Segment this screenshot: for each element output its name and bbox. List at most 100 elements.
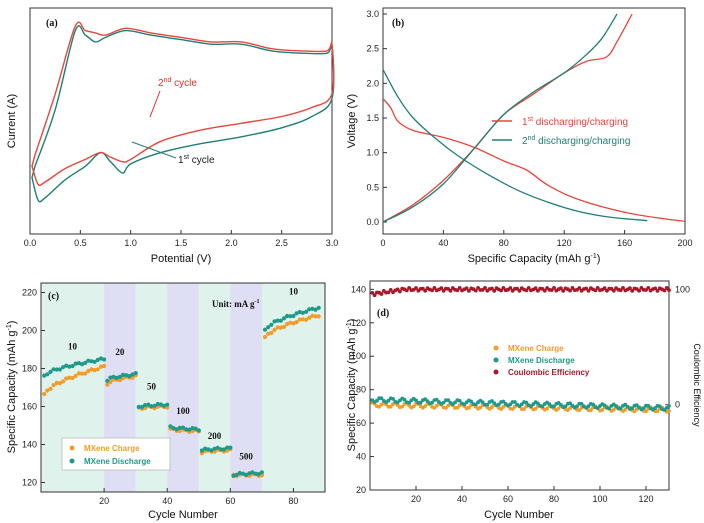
d-charge-point: [400, 404, 405, 409]
c-discharge-point: [288, 314, 293, 319]
d-charge-point: [377, 404, 382, 409]
c-rate-label: 500: [239, 452, 253, 462]
c-discharge-point: [143, 403, 148, 408]
c-discharge-point: [278, 318, 283, 323]
c-discharge-point: [127, 374, 132, 379]
panel-d: (d) 20 40 60 80 100 120204060801001201400100 …: [346, 280, 702, 521]
d-discharge-point: [480, 400, 485, 405]
d-ce-point: [655, 289, 660, 293]
c-charge-point: [262, 334, 268, 340]
b-xtick-label: 120: [557, 238, 572, 248]
b-charge-2nd: [382, 13, 618, 223]
d-ytick-label: 60: [356, 418, 366, 428]
legend-marker-d-ce: [493, 369, 499, 375]
panel-b: (b) 0 40 80 120 160 2000.00.51.01.52.02.53.0 …: [346, 7, 693, 265]
d-discharge-point: [501, 399, 506, 404]
d-ytick-label: 20: [356, 485, 366, 495]
d-discharge-point: [540, 404, 545, 409]
d-ce-point: [524, 288, 529, 293]
c-charge-point: [83, 371, 88, 376]
d-discharge-point: [568, 401, 572, 406]
d-discharge-point: [519, 402, 524, 407]
a-xtick-label: 2.0: [225, 238, 238, 248]
legend-marker-d-charge: [493, 345, 499, 351]
panel-b-ylabel: Voltage (V): [346, 94, 358, 148]
c-charge-point: [79, 371, 85, 376]
panel-a-label: (a): [46, 18, 58, 29]
d-ce-point: [501, 286, 506, 290]
d-ce-point: [526, 286, 531, 290]
d-discharge-point: [536, 401, 540, 406]
d-charge-point: [655, 409, 660, 414]
c-charge-point: [269, 330, 274, 335]
d-ce-point: [662, 288, 667, 293]
panel-c: (c) Unit: mA g-1 20 40 60 80 120 140 160 180 200…: [6, 282, 326, 521]
c-rate-label: 20: [115, 347, 125, 357]
c-rate-label: 200: [208, 431, 222, 441]
d-discharge-point: [379, 396, 384, 401]
d-ce-point: [432, 286, 437, 290]
d-ce-point: [388, 288, 393, 292]
panel-a-annot-1st: 1st cycle: [178, 154, 215, 166]
c-discharge-point: [108, 375, 113, 380]
c-charge-point: [92, 368, 97, 373]
c-rate-label: 100: [176, 406, 190, 416]
d-discharge-point: [469, 399, 474, 404]
d-discharge-point: [430, 400, 434, 405]
d-ce-point: [667, 288, 671, 292]
d-ytick-label: 120: [351, 318, 366, 328]
c-rate-label: 50: [147, 381, 157, 391]
d-xtick-label: 100: [592, 494, 607, 504]
d-charge-point: [533, 406, 538, 411]
c-ytick-label: 200: [22, 326, 37, 336]
c-discharge-point: [180, 425, 186, 430]
c-discharge-point: [272, 319, 277, 324]
c-discharge-point: [316, 305, 321, 310]
d-discharge-point: [607, 406, 612, 411]
legend-text-charge: MXene Charge: [84, 444, 140, 453]
d-discharge-point: [386, 398, 391, 403]
c-discharge-point: [253, 471, 258, 476]
panel-b-label: (b): [392, 18, 404, 29]
panel-b-xlabel: Specific Capacity (mAh g-1): [468, 253, 601, 265]
panel-d-y2label: Coulombic Efficiency: [692, 343, 702, 427]
b-ytick-label: 0.5: [366, 182, 379, 192]
d-discharge-point: [591, 402, 595, 407]
d-ytick-label: 140: [351, 284, 366, 294]
c-discharge-point: [114, 375, 119, 380]
d-discharge-point: [563, 404, 568, 409]
d-discharge-point: [630, 406, 635, 411]
d-discharge-point: [446, 398, 451, 403]
d-xtick-label: 20: [411, 494, 421, 504]
c-ytick-label: 140: [22, 440, 37, 450]
c-discharge-point: [158, 402, 163, 407]
c-discharge-point: [124, 373, 129, 378]
d-charge-point: [611, 407, 616, 412]
d-charge-point: [600, 408, 605, 412]
c-charge-point: [300, 317, 305, 322]
c-charge-point: [212, 449, 217, 454]
c-discharge-point: [120, 372, 126, 377]
b-discharge-1st: [382, 98, 686, 222]
c-rate-band: [167, 283, 199, 492]
b-ytick-label: 1.0: [366, 148, 379, 158]
c-charge-point: [291, 321, 296, 326]
d-ce-point: [508, 286, 513, 290]
panel-d-xlabel: Cycle Number: [484, 509, 554, 521]
c-discharge-point: [54, 367, 59, 372]
c-discharge-point: [177, 425, 182, 430]
legend-marker-charge: [69, 445, 75, 451]
d-discharge-point: [552, 404, 556, 409]
panel-c-legend: MXene Charge MXene Discharge: [61, 437, 171, 471]
d-discharge-point: [513, 400, 517, 404]
d-ce-point: [630, 289, 635, 293]
d-ce-point: [577, 286, 582, 290]
d-charge-point: [478, 405, 483, 410]
c-discharge-point: [45, 372, 50, 377]
c-discharge-point: [300, 310, 305, 315]
c-discharge-point: [193, 426, 198, 431]
c-discharge-point: [234, 472, 239, 477]
c-charge-point: [45, 388, 50, 393]
panel-c-legend-box: [61, 437, 171, 471]
b-xtick-label: 80: [499, 238, 509, 248]
